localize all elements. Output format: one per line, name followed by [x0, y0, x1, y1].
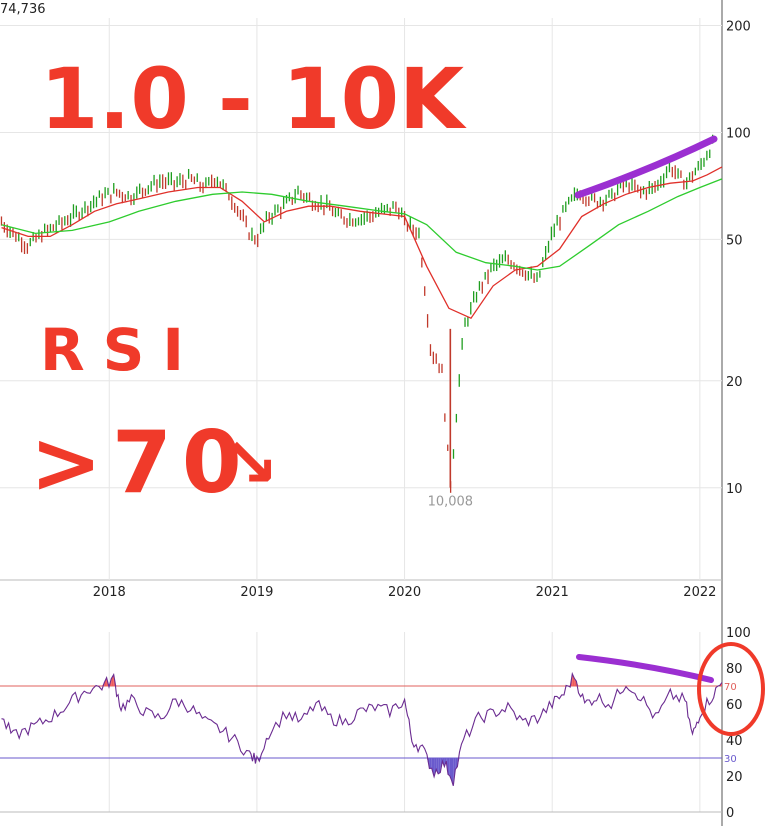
rsi-y-tick-label: 40 — [726, 734, 743, 749]
rsi-y-tick-label: 60 — [726, 698, 743, 713]
rsi-level-label: 70 — [724, 682, 737, 693]
rsi-y-tick-label: 100 — [726, 626, 751, 641]
rsi-trendline — [576, 654, 714, 683]
y-tick-label: 20 — [726, 375, 743, 390]
price-grid — [0, 0, 723, 826]
rsi-overbought-fill — [111, 674, 114, 686]
ma-long-line — [1, 178, 723, 271]
x-tick-label: 2020 — [388, 585, 421, 600]
rsi-circle-highlight — [697, 642, 765, 736]
x-tick-label: 2021 — [536, 585, 569, 600]
rsi-overbought-fill — [574, 678, 577, 686]
big-title-annotation: 1.0 - 10K — [40, 50, 467, 148]
x-tick-label: 2022 — [683, 585, 716, 600]
down-arrow-icon: ↘ — [222, 424, 279, 503]
rsi-oversold-fill — [449, 758, 452, 781]
rsi-grid — [0, 632, 722, 813]
price-label: 74,736 — [0, 2, 46, 17]
x-tick-label: 2018 — [93, 585, 126, 600]
rsi-y-tick-label: 0 — [726, 806, 734, 821]
x-tick-label: 2019 — [240, 585, 273, 600]
rsi-overbought-fill — [572, 673, 575, 686]
rsi-y-tick-label: 20 — [726, 770, 743, 785]
moving-average-lines — [1, 166, 723, 320]
rsi-oversold-fill — [438, 758, 441, 774]
rsi-oversold-fill — [431, 758, 435, 777]
rsi-oversold-fill — [434, 758, 437, 777]
price-trendline — [574, 135, 718, 199]
rsi-oversold-fill — [447, 758, 450, 776]
min-value-label: 10,008 — [428, 495, 474, 510]
rsi-line — [1, 671, 723, 786]
rsi-layer — [1, 671, 723, 786]
rsi-oversold-fill — [451, 758, 454, 786]
y-tick-label: 200 — [726, 20, 751, 35]
y-tick-label: 10 — [726, 482, 743, 497]
rsi-condition-annotation: >70 — [30, 413, 252, 513]
rsi-oversold-fill — [429, 758, 432, 769]
rsi-level-label: 30 — [724, 754, 737, 765]
ma-short-line — [1, 166, 723, 320]
y-tick-label: 50 — [726, 233, 743, 248]
rsi-y-tick-label: 80 — [726, 662, 743, 677]
y-tick-label: 100 — [726, 126, 751, 141]
rsi-annotation: RSI — [40, 316, 202, 384]
handwritten-annotations: 1.0 - 10K RSI >70 ↘ — [30, 50, 765, 736]
